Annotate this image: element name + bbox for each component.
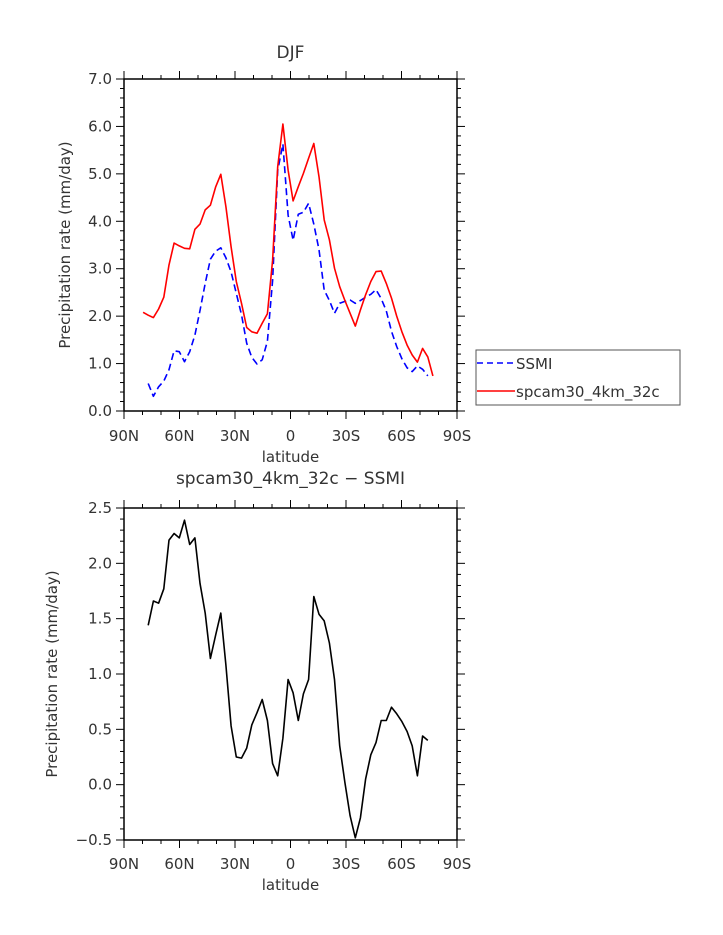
- x-axis-label: latitude: [262, 448, 320, 466]
- legend-box: [475, 349, 681, 406]
- plot-frame: [123, 507, 458, 841]
- chart-title: spcam30_4km_32c − SSMI: [176, 469, 405, 489]
- x-tick-label: 0: [286, 427, 296, 445]
- y-tick-label: 0.0: [88, 776, 112, 794]
- x-tick-label: 60N: [164, 427, 194, 445]
- y-axis-label: Precipitation rate (mm/day): [43, 570, 61, 777]
- x-axis-label: latitude: [262, 876, 320, 894]
- x-tick-label: 90N: [109, 427, 139, 445]
- series-line-spcam30-4km-32c: [142, 123, 434, 377]
- y-tick-label: 0.0: [88, 402, 112, 420]
- x-tick-label: 0: [286, 855, 296, 873]
- legend-label: spcam30_4km_32c: [516, 383, 660, 402]
- x-tick-label: 30S: [332, 855, 361, 873]
- x-tick-label: 90N: [109, 855, 139, 873]
- legend: SSMI spcam30_4km_32c: [475, 349, 681, 406]
- x-tick-label: 60S: [387, 427, 416, 445]
- x-tick-label: 60S: [387, 855, 416, 873]
- y-tick-label: 5.0: [88, 165, 112, 183]
- x-tick-label: 60N: [164, 855, 194, 873]
- y-tick-label: 2.0: [88, 307, 112, 325]
- series-line-ssmi: [147, 143, 429, 398]
- x-tick-label: 90S: [443, 427, 472, 445]
- legend-label: SSMI: [516, 355, 552, 373]
- y-tick-label: −0.5: [76, 831, 112, 849]
- x-tick-label: 90S: [443, 855, 472, 873]
- x-tick-label: 30N: [220, 427, 250, 445]
- y-tick-label: 1.0: [88, 665, 112, 683]
- y-tick-label: 7.0: [88, 70, 112, 88]
- chart-panel-2: 90N 60N 30N 0 30S 60S 90S −0.5 0.0 0.5 1.0 1.5 2.0 2.…: [43, 469, 471, 894]
- y-axis-label: Precipitation rate (mm/day): [56, 141, 74, 348]
- y-tick-label: 4.0: [88, 212, 112, 230]
- series-line-difference: [147, 519, 429, 839]
- y-tick-label: 1.5: [88, 610, 112, 628]
- y-tick-label: 1.0: [88, 355, 112, 373]
- y-tick-label: 0.5: [88, 720, 112, 738]
- y-tick-label: 6.0: [88, 117, 112, 135]
- x-tick-label: 30S: [332, 427, 361, 445]
- chart-panel-1: 90N 60N 30N 0 30S 60S 90S 0.0 1.0 2.0 3.0 4.0 5.0 6.0…: [56, 43, 681, 466]
- y-tick-label: 3.0: [88, 260, 112, 278]
- y-tick-label: 2.5: [88, 499, 112, 517]
- y-tick-label: 2.0: [88, 554, 112, 572]
- chart-title: DJF: [277, 43, 305, 63]
- x-tick-label: 30N: [220, 855, 250, 873]
